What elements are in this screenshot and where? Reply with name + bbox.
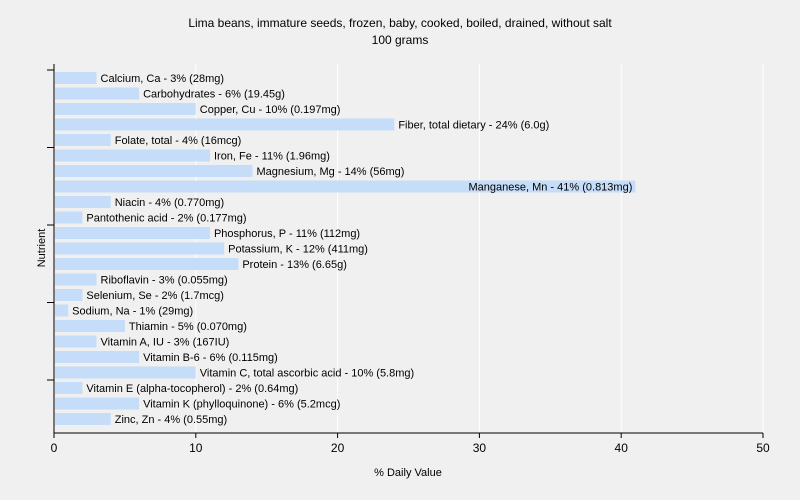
bar — [55, 149, 210, 162]
bar — [55, 304, 69, 317]
bar — [55, 180, 636, 193]
bar-label: Vitamin C, total ascorbic acid - 10% (5.… — [200, 368, 414, 380]
bar — [55, 211, 83, 224]
bar-label: Calcium, Ca - 3% (28mg) — [101, 73, 224, 85]
bar — [55, 335, 97, 348]
bar — [55, 351, 140, 363]
bar-label: Vitamin E (alpha-tocopherol) - 2% (0.64m… — [86, 383, 298, 395]
bar — [55, 397, 140, 410]
bar-label: Manganese, Mn - 41% (0.813mg) — [469, 182, 633, 194]
bar-label: Niacin - 4% (0.770mg) — [115, 197, 224, 209]
bar-label: Folate, total - 4% (16mcg) — [115, 135, 242, 147]
bar-label: Iron, Fe - 11% (1.96mg) — [214, 151, 330, 163]
x-tick-label: 20 — [331, 441, 345, 455]
bar-label: Potassium, K - 12% (411mg) — [228, 244, 368, 256]
bar-label: Copper, Cu - 10% (0.197mg) — [200, 104, 341, 116]
bar-label: Vitamin K (phylloquinone) - 6% (5.2mcg) — [143, 399, 340, 411]
bar-label: Vitamin B-6 - 6% (0.115mg) — [143, 352, 278, 364]
bar — [55, 103, 196, 115]
bar — [55, 413, 111, 425]
bar — [55, 289, 83, 301]
bar — [55, 165, 253, 177]
x-tick-label: 30 — [473, 441, 487, 455]
bar-label: Riboflavin - 3% (0.055mg) — [101, 275, 228, 287]
chart-title: Lima beans, immature seeds, frozen, baby… — [188, 16, 612, 30]
plot-area: Calcium, Ca - 3% (28mg) Carbohydrates - 6… — [47, 64, 770, 455]
bar — [55, 87, 140, 100]
x-axis-label: % Daily Value — [374, 467, 442, 479]
bar — [55, 134, 111, 146]
bar-label: Thiamin - 5% (0.070mg) — [129, 321, 247, 333]
x-tick-label: 10 — [189, 441, 203, 455]
bar-label: Protein - 13% (6.65g) — [242, 259, 347, 271]
bar — [55, 258, 239, 270]
bar — [55, 242, 225, 255]
bar — [55, 320, 125, 332]
y-axis-label: Nutrient — [36, 229, 48, 268]
bar — [55, 366, 196, 379]
chart-subtitle: 100 grams — [372, 33, 429, 47]
bar-label: Vitamin A, IU - 3% (167IU) — [101, 337, 230, 349]
bar — [55, 196, 111, 208]
bar — [55, 72, 97, 84]
bar-label: Pantothenic acid - 2% (0.177mg) — [86, 213, 246, 225]
x-tick-label: 0 — [51, 441, 58, 455]
bar-label: Zinc, Zn - 4% (0.55mg) — [115, 414, 227, 426]
bar — [55, 273, 97, 286]
x-tick-label: 50 — [756, 441, 770, 455]
bar-label: Magnesium, Mg - 14% (56mg) — [257, 166, 405, 178]
bar-label: Fiber, total dietary - 24% (6.0g) — [398, 120, 549, 132]
bar-label: Phosphorus, P - 11% (112mg) — [214, 228, 360, 240]
x-tick-label: 40 — [615, 441, 629, 455]
bar-label: Carbohydrates - 6% (19.45g) — [143, 89, 285, 101]
bar-label: Sodium, Na - 1% (29mg) — [72, 306, 193, 318]
bar — [55, 382, 83, 394]
bar — [55, 227, 210, 239]
bar-label: Selenium, Se - 2% (1.7mcg) — [86, 290, 224, 302]
bar — [55, 118, 395, 131]
